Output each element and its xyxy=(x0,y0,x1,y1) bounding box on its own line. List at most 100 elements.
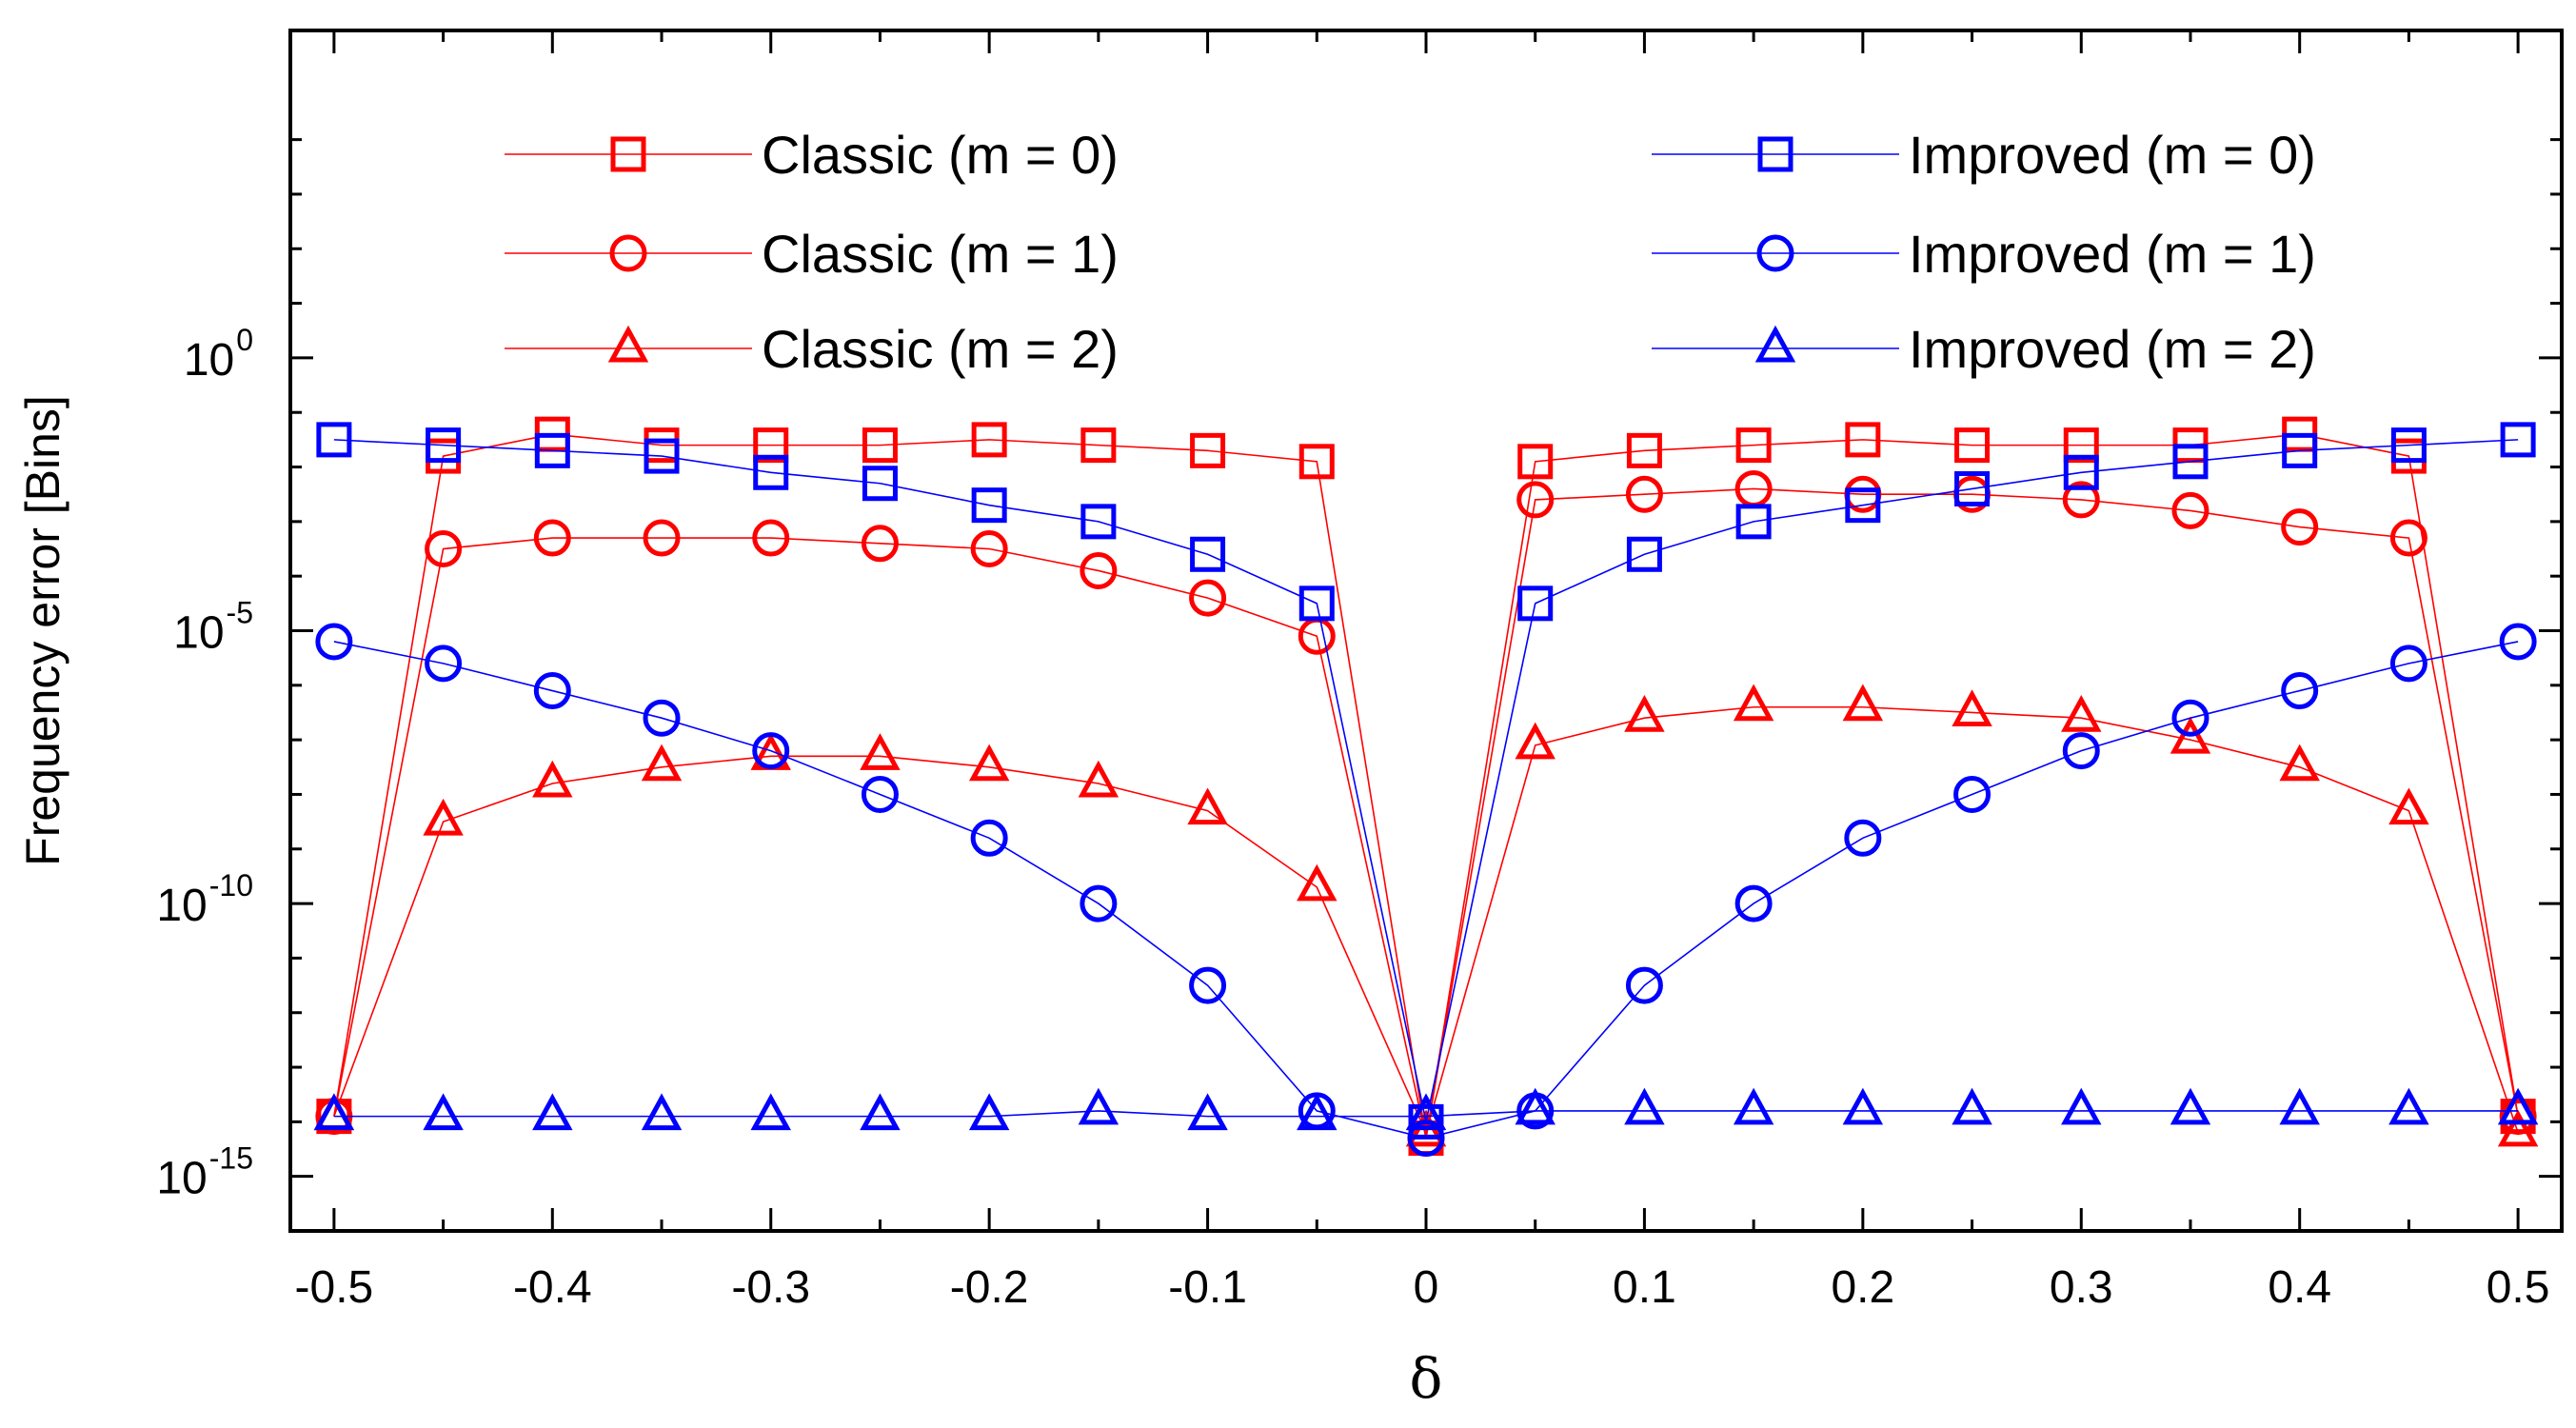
data-point-square xyxy=(1954,427,1991,464)
data-point-square xyxy=(534,432,570,468)
data-point-square xyxy=(2063,427,2099,464)
x-tick-label: -0.5 xyxy=(295,1262,374,1313)
y-tick-base: 10 xyxy=(156,881,207,931)
data-point-circle xyxy=(2171,491,2209,529)
data-point-circle xyxy=(643,519,681,557)
legend-label: Classic (m = 0) xyxy=(762,125,1119,185)
data-point-triangle xyxy=(641,744,683,782)
data-point-circle xyxy=(2062,481,2100,519)
data-point-triangle xyxy=(1624,695,1665,732)
data-point-square xyxy=(426,427,462,464)
data-point-circle xyxy=(425,530,463,568)
data-point-circle xyxy=(1953,775,1991,813)
series-improved-m-2 xyxy=(313,1087,2539,1131)
data-point-circle xyxy=(643,699,681,737)
data-point-circle xyxy=(1189,966,1227,1004)
series-classic-m-2 xyxy=(313,684,2539,1147)
plot-frame xyxy=(288,29,2564,1233)
data-point-triangle xyxy=(2061,1087,2102,1125)
series-layer xyxy=(313,416,2539,1158)
data-point-square xyxy=(2063,454,2099,490)
legend-item: Classic (m = 2) xyxy=(505,319,1119,379)
data-point-triangle xyxy=(860,733,901,770)
data-point-triangle xyxy=(860,1093,901,1131)
x-tick-label: 0 xyxy=(1414,1262,1439,1313)
y-tick-label: 10 -15 xyxy=(156,1141,253,1204)
data-point-triangle xyxy=(1187,1093,1228,1131)
series-line xyxy=(333,433,2519,1139)
legend-label: Improved (m = 0) xyxy=(1909,125,2316,185)
y-tick-exponent: 0 xyxy=(236,323,253,357)
data-point-circle xyxy=(425,645,463,683)
data-point-circle xyxy=(2281,508,2319,546)
data-point-square xyxy=(862,466,898,502)
series-line xyxy=(333,1110,2519,1118)
data-point-circle xyxy=(2281,672,2319,710)
legend-item: Improved (m = 2) xyxy=(1652,319,2316,379)
data-point-circle xyxy=(861,525,899,563)
data-point-square xyxy=(1517,585,1554,622)
data-point-square xyxy=(753,427,789,464)
data-point-triangle xyxy=(1187,787,1228,825)
series-line xyxy=(333,641,2519,1140)
y-tick-base: 10 xyxy=(156,1154,207,1204)
data-point-triangle xyxy=(423,798,464,836)
legend-label: Improved (m = 2) xyxy=(1909,319,2316,379)
data-point-square xyxy=(1626,432,1662,468)
data-point-square xyxy=(1517,444,1554,480)
data-point-triangle xyxy=(968,1093,1010,1131)
data-point-triangle xyxy=(1515,722,1556,760)
data-point-circle xyxy=(1516,481,1555,519)
legend-marker-square xyxy=(1757,136,1793,172)
data-point-circle xyxy=(2499,623,2537,661)
y-axis-title: Frequency error [Bins] xyxy=(16,395,69,866)
legend-label: Classic (m = 1) xyxy=(762,224,1119,284)
data-point-triangle xyxy=(2061,695,2102,732)
data-point-square xyxy=(1190,536,1226,572)
data-point-triangle xyxy=(1733,1087,1774,1125)
data-point-triangle xyxy=(1405,1093,1447,1131)
x-tick-label: -0.4 xyxy=(513,1262,592,1313)
y-tick-base: 10 xyxy=(184,335,234,386)
data-point-square xyxy=(1080,504,1117,540)
legend-item: Improved (m = 0) xyxy=(1652,125,2316,185)
data-point-circle xyxy=(2062,732,2100,770)
data-point-square xyxy=(2282,432,2318,468)
data-point-square xyxy=(1080,427,1117,464)
series-line xyxy=(333,487,2519,1139)
legend-label: Improved (m = 1) xyxy=(1909,224,2316,284)
data-point-triangle xyxy=(2279,744,2320,782)
legend-item: Improved (m = 1) xyxy=(1652,224,2316,284)
data-point-circle xyxy=(752,519,790,557)
y-tick-base: 10 xyxy=(173,608,224,659)
legend-label: Classic (m = 2) xyxy=(762,319,1119,379)
legend-marker-circle xyxy=(1756,234,1794,272)
data-point-circle xyxy=(533,519,571,557)
data-point-triangle xyxy=(1297,1093,1338,1131)
data-point-triangle xyxy=(1624,1087,1665,1125)
data-point-square xyxy=(862,427,898,464)
data-point-square xyxy=(1735,427,1772,464)
data-point-circle xyxy=(970,819,1008,857)
data-point-triangle xyxy=(1078,1087,1120,1125)
data-point-circle xyxy=(315,623,353,661)
data-point-circle xyxy=(2389,645,2427,683)
y-tick-label: 10 -5 xyxy=(173,596,253,659)
legend-item: Classic (m = 0) xyxy=(505,125,1119,185)
data-point-circle xyxy=(1625,966,1663,1004)
legend-marker-circle xyxy=(609,234,647,272)
data-point-triangle xyxy=(1515,1087,1556,1125)
y-tick-exponent: -5 xyxy=(227,596,253,630)
series-classic-m-0 xyxy=(316,416,2536,1157)
data-point-square xyxy=(316,422,352,458)
data-point-square xyxy=(1190,432,1226,468)
legend: Classic (m = 0) Classic (m = 1) Classic (m… xyxy=(505,125,2316,379)
data-point-square xyxy=(1845,422,1881,458)
data-point-square xyxy=(753,454,789,490)
data-point-square xyxy=(2500,422,2536,458)
data-point-triangle xyxy=(313,1093,355,1131)
y-tick-label: 10 -10 xyxy=(156,868,253,931)
data-point-triangle xyxy=(1952,689,1992,726)
data-point-circle xyxy=(861,775,899,813)
